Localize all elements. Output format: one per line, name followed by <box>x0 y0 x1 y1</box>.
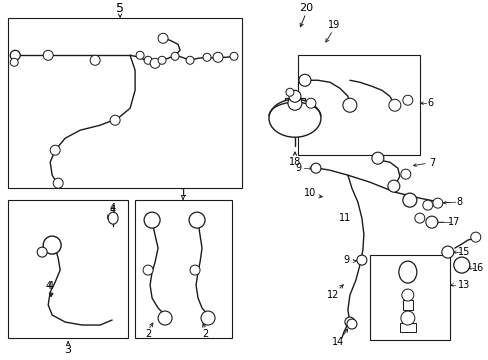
Text: 4: 4 <box>47 281 53 291</box>
Circle shape <box>441 246 453 258</box>
Circle shape <box>158 33 168 43</box>
Circle shape <box>356 255 366 265</box>
Circle shape <box>144 56 152 64</box>
Circle shape <box>344 317 354 327</box>
Circle shape <box>342 98 356 112</box>
Circle shape <box>388 99 400 111</box>
Text: 7: 7 <box>428 158 434 168</box>
Text: 15: 15 <box>457 247 469 257</box>
Circle shape <box>90 55 100 65</box>
Text: 5: 5 <box>116 2 124 15</box>
Circle shape <box>185 56 194 64</box>
Circle shape <box>305 98 315 108</box>
Circle shape <box>10 50 20 60</box>
Circle shape <box>53 178 63 188</box>
Circle shape <box>414 213 424 223</box>
Circle shape <box>310 163 320 173</box>
Text: 4: 4 <box>109 203 115 213</box>
Circle shape <box>425 216 437 228</box>
Bar <box>369 255 449 340</box>
Text: 14: 14 <box>331 337 344 347</box>
Circle shape <box>400 311 414 325</box>
Circle shape <box>136 51 144 59</box>
Circle shape <box>10 58 18 66</box>
Ellipse shape <box>108 212 118 224</box>
Circle shape <box>158 56 166 64</box>
Text: 9: 9 <box>343 255 349 265</box>
Bar <box>402 300 412 310</box>
Text: 10: 10 <box>303 188 315 198</box>
Text: 12: 12 <box>326 290 338 300</box>
Text: 13: 13 <box>457 280 469 290</box>
Circle shape <box>401 289 413 301</box>
Circle shape <box>422 200 432 210</box>
Circle shape <box>110 115 120 125</box>
Bar <box>135 200 231 338</box>
Text: 11: 11 <box>338 213 350 223</box>
Circle shape <box>171 52 179 60</box>
Text: 20: 20 <box>298 3 312 13</box>
Bar <box>8 18 242 188</box>
Circle shape <box>229 52 238 60</box>
Bar <box>297 55 419 155</box>
Circle shape <box>50 145 60 155</box>
Circle shape <box>285 88 293 96</box>
Circle shape <box>158 311 172 325</box>
Circle shape <box>203 53 211 61</box>
Text: 16: 16 <box>471 263 483 273</box>
Text: 6: 6 <box>427 98 433 108</box>
Circle shape <box>288 90 300 102</box>
Circle shape <box>37 247 47 257</box>
Circle shape <box>201 311 215 325</box>
Bar <box>399 323 415 332</box>
Text: 17: 17 <box>447 217 459 227</box>
Circle shape <box>43 236 61 254</box>
Text: 19: 19 <box>327 20 339 30</box>
Text: 3: 3 <box>64 345 72 355</box>
Text: 9: 9 <box>294 163 301 173</box>
Circle shape <box>346 319 356 329</box>
Circle shape <box>298 74 310 86</box>
Circle shape <box>402 193 416 207</box>
Circle shape <box>43 50 53 60</box>
Ellipse shape <box>398 261 416 283</box>
Ellipse shape <box>268 99 320 137</box>
Circle shape <box>150 58 160 68</box>
Circle shape <box>144 212 160 228</box>
Text: 2: 2 <box>144 329 151 339</box>
Text: 8: 8 <box>456 197 462 207</box>
Circle shape <box>189 212 204 228</box>
Text: 2: 2 <box>202 329 208 339</box>
Circle shape <box>402 95 412 105</box>
Circle shape <box>190 265 200 275</box>
Circle shape <box>453 257 469 273</box>
Bar <box>8 200 128 338</box>
Bar <box>285 98 305 108</box>
Circle shape <box>470 232 480 242</box>
Circle shape <box>432 198 442 208</box>
Text: 18: 18 <box>288 157 301 167</box>
Text: 4: 4 <box>45 281 51 291</box>
Circle shape <box>287 96 301 110</box>
Circle shape <box>143 265 153 275</box>
Text: 1: 1 <box>179 188 186 198</box>
Circle shape <box>213 52 223 62</box>
Text: 4: 4 <box>109 205 115 215</box>
Circle shape <box>371 152 383 164</box>
Circle shape <box>400 169 410 179</box>
Circle shape <box>387 180 399 192</box>
